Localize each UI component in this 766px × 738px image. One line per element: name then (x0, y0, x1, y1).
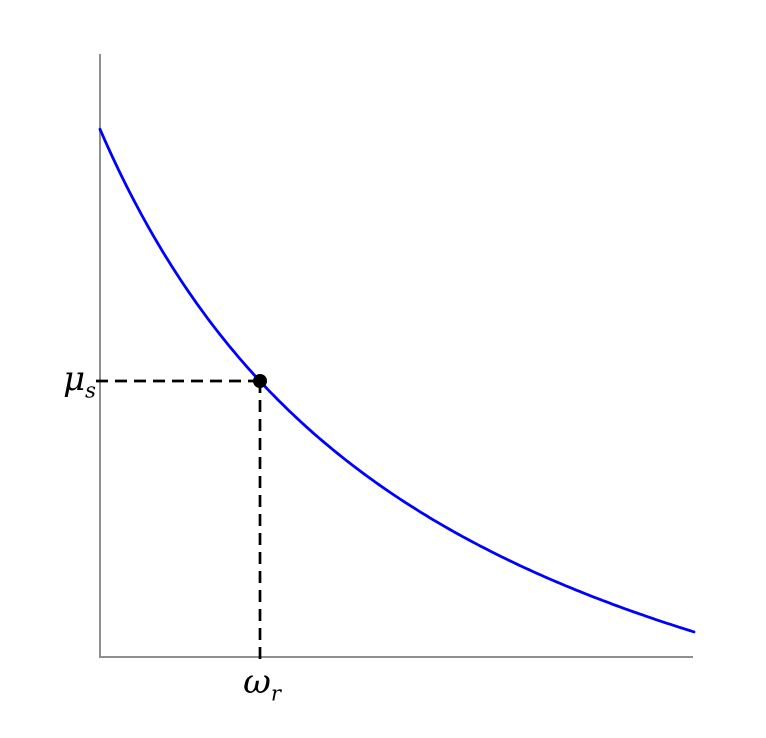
mu-symbol: μ (63, 359, 86, 399)
mu-subscript: s (85, 377, 96, 403)
x-value-label: ωr (220, 662, 304, 703)
axes (99, 54, 693, 658)
curve (98, 127, 696, 634)
y-value-label: μs (30, 359, 96, 400)
omega-subscript: r (270, 680, 281, 706)
omega-symbol: ω (243, 662, 271, 702)
marked-point-dot (253, 374, 267, 388)
